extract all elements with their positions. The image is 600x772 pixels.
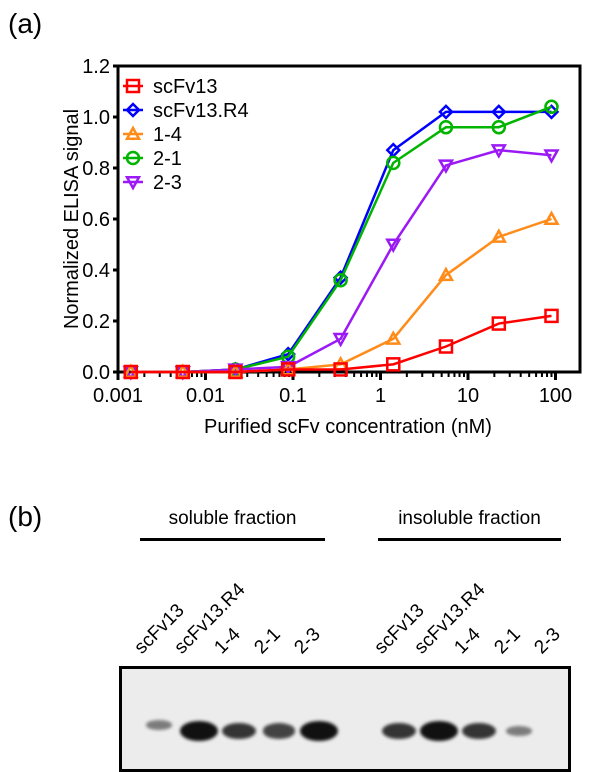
fraction-underline xyxy=(140,538,325,541)
data-point-scfv13 xyxy=(333,362,348,377)
legend-item-2-3: 2-3 xyxy=(123,172,182,194)
x-tick-label: 1 xyxy=(375,385,386,407)
y-tick-label: 0.8 xyxy=(82,158,110,180)
legend-label-1-4: 1-4 xyxy=(153,124,182,146)
data-point-scfv13 xyxy=(175,364,191,380)
blot-band xyxy=(506,726,532,736)
data-point-2-1 xyxy=(386,155,401,171)
blot-band xyxy=(420,721,458,741)
axes: 0.0 0.2 0.4 0.6 0.8 1.0 1.2 0.001 0.01 0.1 1 10 100 xyxy=(82,56,582,407)
y-tick-label: 0.6 xyxy=(82,209,110,231)
legend-marker-2-3 xyxy=(124,175,142,191)
series-line-1-4 xyxy=(130,217,552,374)
y-tick-label: 0.2 xyxy=(82,311,110,333)
series-2-3 xyxy=(122,144,560,381)
lane-label: 2-3 xyxy=(530,624,565,659)
data-point-2-1 xyxy=(333,272,348,288)
data-point-1-4 xyxy=(543,210,560,226)
x-tick-label: 100 xyxy=(539,385,572,407)
data-point-2-3 xyxy=(490,144,507,159)
data-point-scfv13-r4 xyxy=(491,104,507,120)
x-axis-title: Purified scFv concentration (nM) xyxy=(204,416,492,438)
blot-band xyxy=(300,721,338,741)
series-line-scfv13 xyxy=(130,314,552,374)
blot-band xyxy=(262,723,296,739)
data-point-2-1 xyxy=(544,99,559,115)
legend-item-2-1: 2-1 xyxy=(123,148,182,170)
data-point-scfv13 xyxy=(544,308,559,324)
x-tick-label: 0.1 xyxy=(279,385,307,407)
blot-band xyxy=(180,721,218,741)
lane-label: 2-3 xyxy=(290,624,325,659)
legend-item-scfv13: scFv13 xyxy=(123,76,217,98)
series-1-4 xyxy=(122,210,560,379)
data-point-2-1 xyxy=(491,119,507,135)
data-point-scfv13 xyxy=(123,364,139,380)
data-point-scfv13 xyxy=(386,357,401,372)
legend-marker-2-1 xyxy=(125,150,141,166)
legend-label-2-1: 2-1 xyxy=(153,148,182,170)
western-blot-image xyxy=(119,666,571,772)
blot-band xyxy=(222,722,256,740)
blot-band xyxy=(146,720,172,730)
legend-marker-scfv13 xyxy=(125,78,141,94)
y-tick-label: 1.0 xyxy=(82,107,110,129)
panel-label-a: (a) xyxy=(8,8,43,39)
series-layer xyxy=(122,99,560,381)
panel-label-b: (b) xyxy=(8,501,43,532)
data-point-2-3 xyxy=(385,238,402,254)
data-point-2-3 xyxy=(332,332,349,348)
data-point-1-4 xyxy=(385,330,402,345)
legend-item-1-4: 1-4 xyxy=(123,124,182,146)
elisa-chart: 0.00.20.40.60.81.01.20.001 0.01 0.1 1 10 100 … xyxy=(61,56,582,438)
fraction-underline xyxy=(378,538,561,541)
legend-label-scfv13-r4: scFv13.R4 xyxy=(153,100,249,122)
data-point-scfv13 xyxy=(280,362,296,377)
blot-band xyxy=(462,722,496,740)
legend-marker-scfv13-r4 xyxy=(125,102,141,118)
data-point-2-3 xyxy=(543,149,560,164)
y-tick-label: 0.4 xyxy=(82,260,110,282)
y-tick-label: 0.0 xyxy=(82,362,110,384)
x-tick-label: 10 xyxy=(457,385,479,407)
data-point-1-4 xyxy=(490,228,507,243)
lane-label: 2-1 xyxy=(490,624,525,659)
legend-label-2-3: 2-3 xyxy=(153,172,182,194)
series-line-2-3 xyxy=(130,148,552,374)
series-scfv13 xyxy=(123,308,559,380)
legend-marker-1-4 xyxy=(124,125,142,141)
series-line-2-1 xyxy=(130,105,552,374)
data-point-scfv13 xyxy=(491,316,507,331)
fraction-label-insoluble: insoluble fraction xyxy=(398,508,541,529)
fraction-label-soluble: soluble fraction xyxy=(168,508,297,529)
legend-item-scfv13-r4: scFv13.R4 xyxy=(123,100,249,122)
legend-label-scfv13: scFv13 xyxy=(153,76,217,98)
data-point-scfv13-r4 xyxy=(438,104,454,120)
data-point-scfv13 xyxy=(438,339,454,354)
data-point-2-3 xyxy=(437,159,455,175)
data-point-2-1 xyxy=(438,119,454,135)
x-tick-label: 0.001 xyxy=(93,385,143,407)
data-point-scfv13 xyxy=(228,364,243,380)
blot-band xyxy=(382,722,416,740)
y-axis-title: Normalized ELISA signal xyxy=(61,109,83,329)
x-tick-label: 0.01 xyxy=(186,385,225,407)
data-point-1-4 xyxy=(437,266,455,282)
lane-label: 2-1 xyxy=(250,624,285,659)
y-tick-label: 1.2 xyxy=(82,56,110,78)
